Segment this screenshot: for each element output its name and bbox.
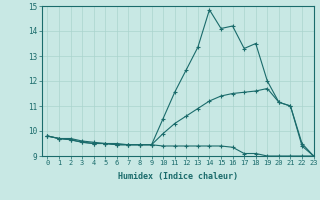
X-axis label: Humidex (Indice chaleur): Humidex (Indice chaleur) xyxy=(118,172,237,181)
